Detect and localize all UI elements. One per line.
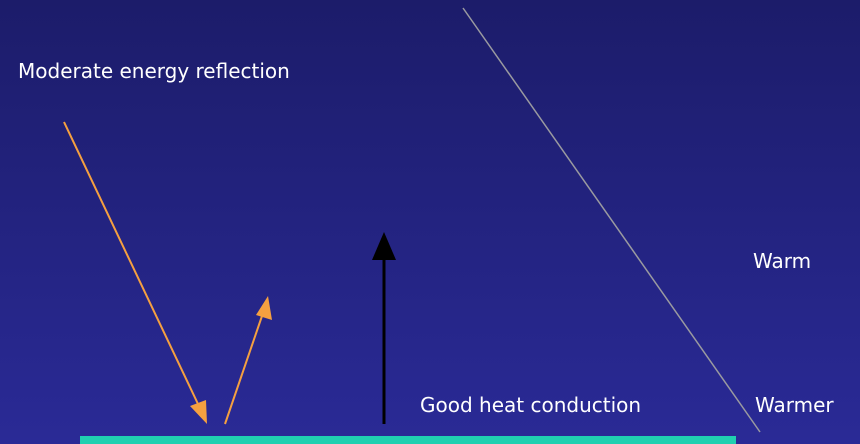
incoming-arrowhead (190, 400, 207, 424)
boundary-line (462, 7, 761, 433)
warmer-label: Warmer (755, 393, 834, 417)
reflected-ray (224, 315, 263, 425)
warm-label: Warm (753, 249, 811, 273)
conduction-label: Good heat conduction (420, 393, 641, 417)
reflected-arrowhead (256, 296, 272, 320)
reflection-label: Moderate energy reflection (18, 59, 290, 83)
incoming-ray (63, 121, 199, 405)
conduction-arrowhead (372, 232, 396, 260)
ground-surface (80, 436, 736, 444)
